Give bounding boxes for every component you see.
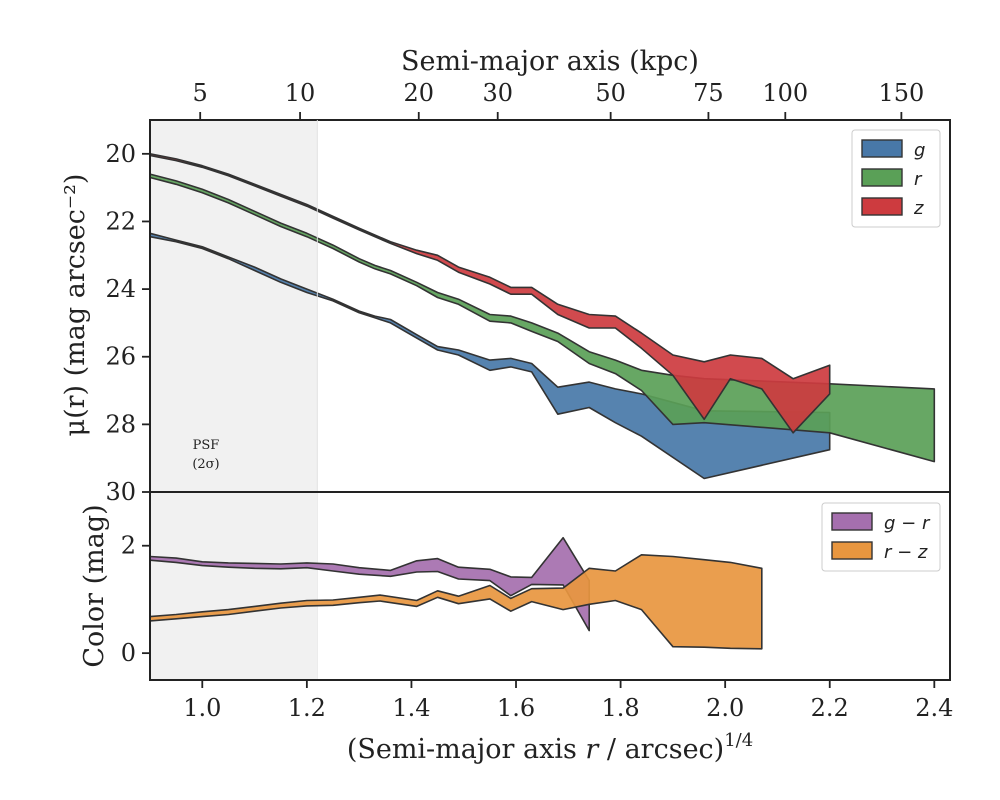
bottom-x-tick-label: 1.8 xyxy=(602,694,640,722)
x-title-tail: / arcsec) xyxy=(598,734,724,765)
legend-swatch xyxy=(861,168,903,187)
top-y-axis-title: μ(r) (mag arcsec⁻²) xyxy=(60,174,91,437)
top-y-tick-label: 20 xyxy=(105,140,136,168)
legend-swatch xyxy=(831,541,873,560)
bottom-x-axis: 1.0 1.2 1.4 1.6 1.8 2.0 2.2 2.4 xyxy=(183,680,953,722)
top-x-axis-kpc: 5 10 20 30 50 75 100 150 xyxy=(193,79,924,120)
top-x-tick-label: 30 xyxy=(482,79,513,107)
top-y-tick-label: 28 xyxy=(105,410,136,438)
bottom-x-tick-label: 1.4 xyxy=(392,694,430,722)
bottom-y-tick-label: 0 xyxy=(121,639,136,667)
top-y-tick-label: 24 xyxy=(105,275,136,303)
bottom-x-tick-label: 1.0 xyxy=(183,694,221,722)
bottom-panel: 02 1.0 1.2 1.4 1.6 1.8 2.0 2.2 2.4 Color (mag) … xyxy=(79,491,953,765)
legend-label: r xyxy=(914,169,923,190)
top-y-tick-label: 30 xyxy=(105,478,136,506)
top-x-tick-label: 75 xyxy=(693,79,724,107)
bottom-panel-frame xyxy=(149,491,951,681)
top-x-axis-title: Semi-major axis (kpc) xyxy=(401,46,699,77)
top-x-tick-label: 20 xyxy=(403,79,434,107)
band-gr-0 xyxy=(149,536,591,632)
legend-label: g − r xyxy=(884,513,931,534)
bottom-x-tick-label: 1.2 xyxy=(288,694,326,722)
top-x-tick-label: 5 xyxy=(193,79,208,107)
top-legend: grz xyxy=(851,129,941,228)
top-y-tick-label: 22 xyxy=(105,207,136,235)
legend-label: g xyxy=(914,140,925,161)
legend-swatch xyxy=(861,139,903,158)
psf-label-line-1: PSF xyxy=(193,438,220,453)
top-x-tick-label: 10 xyxy=(285,79,316,107)
bottom-x-tick-label: 1.6 xyxy=(497,694,535,722)
legend-label: z xyxy=(913,198,924,219)
bottom-y-axis: 02 xyxy=(121,532,150,667)
top-y-tick-label: 26 xyxy=(105,343,136,371)
bottom-y-tick-label: 2 xyxy=(121,532,136,560)
top-x-tick-label: 100 xyxy=(762,79,808,107)
legend-swatch xyxy=(861,197,903,216)
legend-label: r − z xyxy=(884,542,928,563)
top-y-axis: 20 22 24 26 28 30 xyxy=(105,140,150,506)
bottom-x-tick-label: 2.4 xyxy=(915,694,953,722)
bottom-x-tick-label: 2.0 xyxy=(706,694,744,722)
bottom-legend: g − r r − z xyxy=(821,502,941,572)
bottom-x-tick-label: 2.2 xyxy=(811,694,849,722)
band-g-0 xyxy=(149,232,831,480)
psf-label: PSF (2σ) xyxy=(192,438,219,472)
band-r-1 xyxy=(149,173,936,463)
psf-label-line-2: (2σ) xyxy=(192,457,219,472)
x-title-sup: 1/4 xyxy=(724,730,753,751)
x-title-var: r xyxy=(585,734,600,765)
band-rz-1 xyxy=(149,553,763,650)
psf-region-bottom xyxy=(150,492,318,680)
top-x-tick-label: 50 xyxy=(595,79,626,107)
x-title-main: (Semi-major axis xyxy=(347,734,586,765)
bottom-y-axis-title: Color (mag) xyxy=(79,504,110,667)
surface-brightness-series xyxy=(149,153,936,480)
color-series xyxy=(149,536,763,650)
band-z-2 xyxy=(149,153,831,434)
bottom-x-axis-title: (Semi-major axis r / arcsec)1/4 xyxy=(347,730,753,765)
top-x-tick-label: 150 xyxy=(878,79,924,107)
legend-swatch xyxy=(831,512,873,531)
